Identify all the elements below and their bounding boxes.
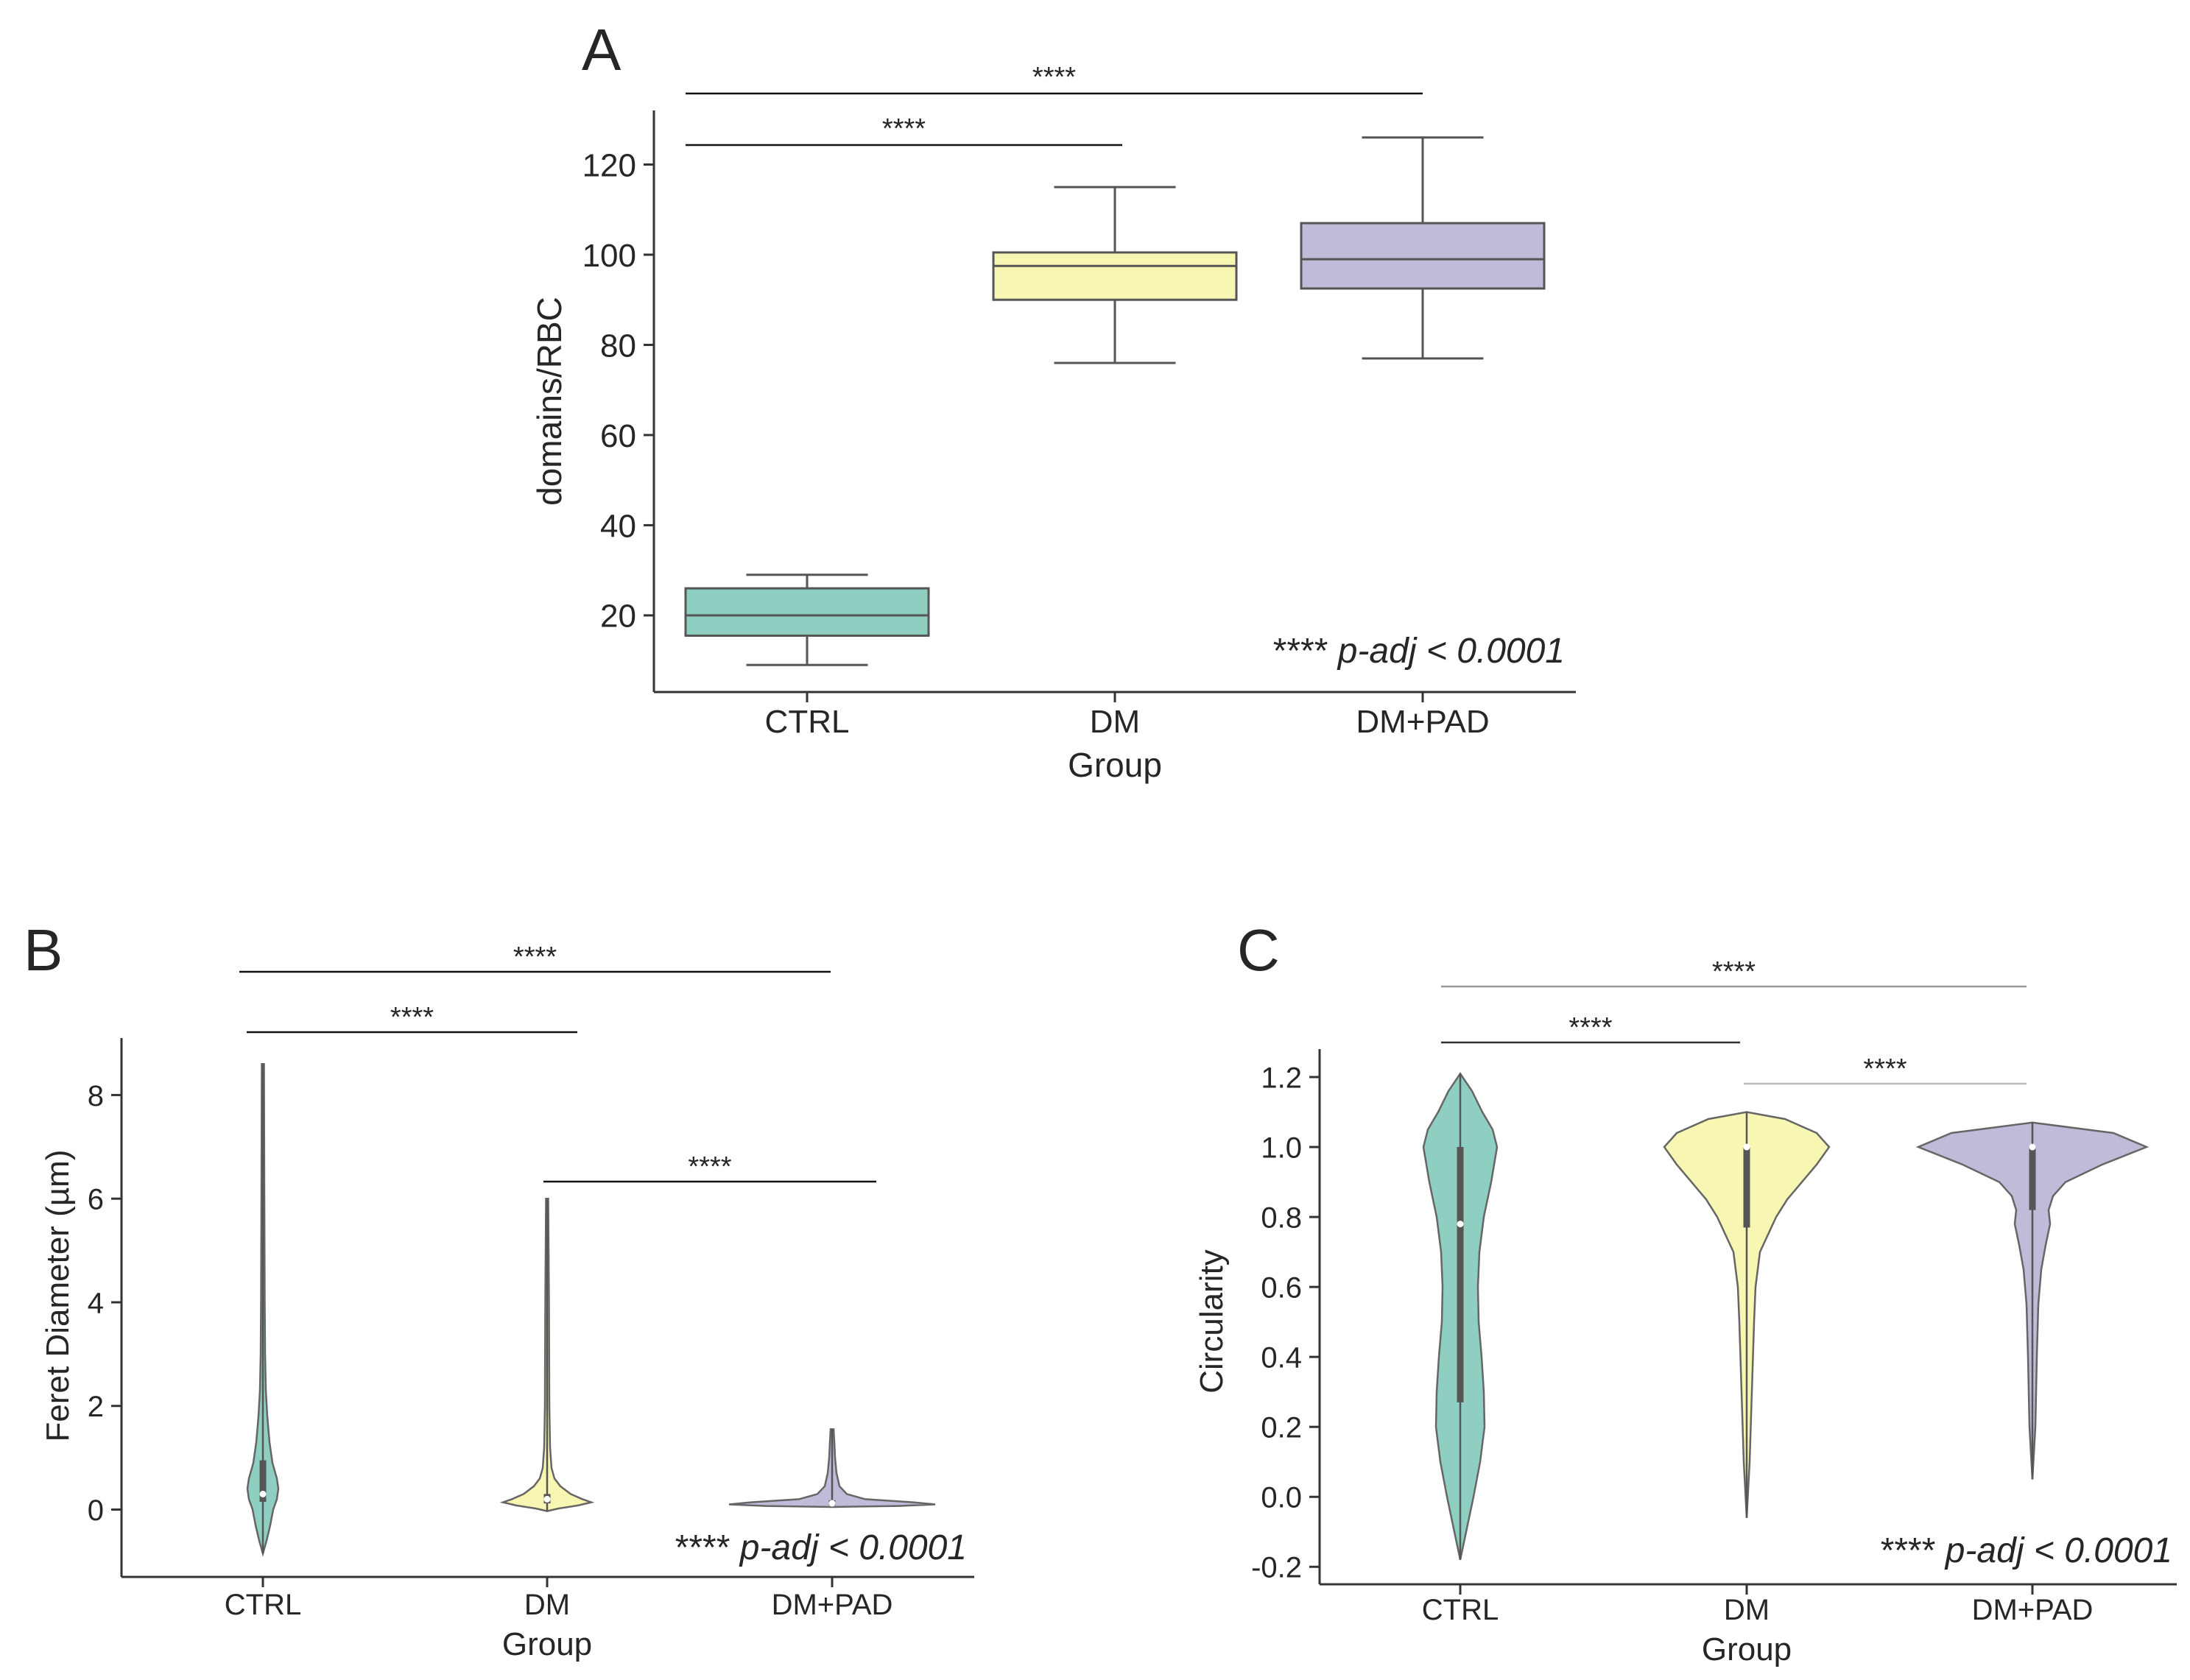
panel-c-significance-stars: **** — [1863, 1053, 1906, 1084]
panel-a-x-tick-label: DM+PAD — [1356, 704, 1489, 740]
panel-b-x-tick-label: DM+PAD — [772, 1589, 893, 1621]
panel-a-y-tick-label: 120 — [582, 147, 636, 183]
panel-b-note-text: p-adj < 0.0001 — [739, 1528, 967, 1567]
panel-c-significance: **** **** **** — [1441, 956, 2027, 1085]
box-iqr — [1300, 222, 1546, 290]
panel-a-note-stars: **** — [1273, 632, 1328, 671]
panel-b: B **** **** **** 0 2 4 6 8 CTRL DM DM+PAD Feret … — [24, 917, 974, 1662]
panel-b-y-axis-label: Feret Diameter (µm) — [40, 1150, 76, 1442]
panel-c: C **** **** **** -0.2 0.0 0.2 0.4 0.6 0.8 1.0 1.2… — [1194, 917, 2177, 1667]
box-iqr — [992, 251, 1238, 301]
panel-b-x-axis-label: Group — [502, 1626, 592, 1662]
panel-a-x-ticks: CTRL DM DM+PAD — [765, 692, 1490, 740]
panel-a-x-tick-label: DM — [1090, 704, 1140, 740]
panel-b-significance: **** **** **** — [239, 942, 876, 1183]
panel-c-axes: -0.2 0.0 0.2 0.4 0.6 0.8 1.0 1.2 CTRL DM DM+PAD — [1251, 1049, 2177, 1626]
panel-a-significance-stars: **** — [882, 113, 926, 144]
panel-a: A **** **** 20 40 60 80 100 120 CTRL DM DM+PAD d… — [530, 17, 1576, 784]
panel-a-y-tick-label: 20 — [600, 599, 636, 635]
panel-b-x-tick-label: CTRL — [225, 1589, 301, 1621]
panel-b-x-tick-label: DM — [524, 1589, 570, 1621]
panel-c-y-tick-label: 0.0 — [1261, 1482, 1302, 1514]
panel-a-note-text: p-adj < 0.0001 — [1337, 632, 1565, 671]
panel-c-x-tick-label: DM+PAD — [1972, 1594, 2094, 1626]
panel-c-significance-stars: **** — [1568, 1012, 1612, 1043]
violin-dm-pad — [728, 1428, 936, 1508]
panel-c-y-tick-label: 0.8 — [1261, 1201, 1302, 1234]
panel-b-significance-note: **** p-adj < 0.0001 — [675, 1528, 967, 1567]
violin-median — [2029, 1143, 2036, 1151]
panel-c-significance-note: **** p-adj < 0.0001 — [1881, 1531, 2172, 1570]
panel-a-significance-note: **** p-adj < 0.0001 — [1273, 632, 1565, 671]
box-dm — [992, 186, 1238, 364]
violin-median — [543, 1495, 551, 1503]
panel-c-note-stars: **** — [1881, 1531, 1936, 1570]
panel-b-axes: 0 2 4 6 8 CTRL DM DM+PAD — [88, 1038, 974, 1621]
panel-b-y-tick-label: 8 — [88, 1080, 104, 1112]
panel-b-significance-stars: **** — [513, 942, 557, 973]
violin-ctrl — [1422, 1072, 1499, 1560]
panel-b-y-tick-label: 4 — [88, 1287, 104, 1319]
panel-b-significance-stars: **** — [390, 1002, 434, 1033]
panel-a-y-tick-label: 80 — [600, 328, 636, 364]
panel-c-y-tick-label: 1.2 — [1261, 1062, 1302, 1094]
panel-b-significance-stars: **** — [688, 1151, 731, 1182]
violin-median — [1743, 1143, 1750, 1151]
panel-c-y-tick-label: 0.2 — [1261, 1412, 1302, 1444]
panel-b-x-ticks: CTRL DM DM+PAD — [225, 1577, 893, 1621]
panel-b-marks — [246, 1062, 936, 1557]
panel-a-x-tick-label: CTRL — [765, 704, 850, 740]
panel-a-significance: **** **** — [686, 62, 1423, 147]
panel-c-x-axis-label: Group — [1702, 1631, 1792, 1667]
panel-a-y-ticks: 20 40 60 80 100 120 — [582, 147, 654, 635]
panel-b-label: B — [24, 917, 63, 983]
panel-a-marks — [684, 136, 1546, 666]
panel-c-significance-stars: **** — [1712, 956, 1756, 987]
panel-c-x-tick-label: DM — [1724, 1594, 1770, 1626]
panel-c-marks — [1422, 1072, 2149, 1560]
panel-a-label: A — [582, 17, 622, 82]
panel-a-y-tick-label: 60 — [600, 418, 636, 454]
panel-b-y-ticks: 0 2 4 6 8 — [88, 1080, 122, 1527]
panel-c-x-tick-label: CTRL — [1422, 1594, 1499, 1626]
violin-dm-pad — [1915, 1121, 2149, 1480]
violin-ctrl — [246, 1062, 280, 1557]
box-dm-pad — [1300, 136, 1546, 360]
panel-b-y-tick-label: 2 — [88, 1391, 104, 1423]
box-iqr — [684, 587, 930, 637]
panel-c-y-ticks: -0.2 0.0 0.2 0.4 0.6 0.8 1.0 1.2 — [1251, 1062, 1320, 1584]
panel-c-y-tick-label: -0.2 — [1251, 1552, 1302, 1584]
panel-c-y-tick-label: 0.4 — [1261, 1342, 1302, 1374]
panel-c-label: C — [1237, 917, 1280, 983]
violin-dm — [1663, 1111, 1831, 1518]
panel-b-y-tick-label: 0 — [88, 1494, 104, 1527]
violin-dm — [499, 1197, 595, 1512]
panel-a-significance-stars: **** — [1032, 62, 1076, 93]
violin-median — [1457, 1221, 1464, 1228]
panel-a-y-tick-label: 100 — [582, 238, 636, 274]
panel-a-axes: 20 40 60 80 100 120 CTRL DM DM+PAD — [582, 110, 1576, 740]
panel-c-x-ticks: CTRL DM DM+PAD — [1422, 1584, 2094, 1626]
panel-a-x-axis-label: Group — [1068, 746, 1162, 784]
panel-c-y-tick-label: 0.6 — [1261, 1272, 1302, 1305]
violin-median — [259, 1490, 267, 1497]
panel-b-y-tick-label: 6 — [88, 1184, 104, 1216]
panel-b-note-stars: **** — [675, 1528, 730, 1567]
violin-median — [828, 1500, 836, 1507]
box-ctrl — [684, 573, 930, 666]
panel-c-note-text: p-adj < 0.0001 — [1944, 1531, 2172, 1570]
panel-a-y-tick-label: 40 — [600, 508, 636, 544]
panel-a-y-axis-label: domains/RBC — [530, 297, 568, 506]
panel-c-y-axis-label: Circularity — [1194, 1249, 1230, 1394]
panel-c-y-tick-label: 1.0 — [1261, 1132, 1302, 1164]
